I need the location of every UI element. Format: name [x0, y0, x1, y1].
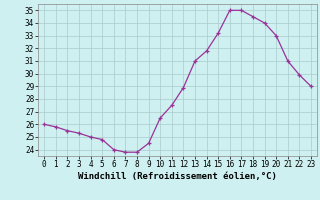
- X-axis label: Windchill (Refroidissement éolien,°C): Windchill (Refroidissement éolien,°C): [78, 172, 277, 181]
